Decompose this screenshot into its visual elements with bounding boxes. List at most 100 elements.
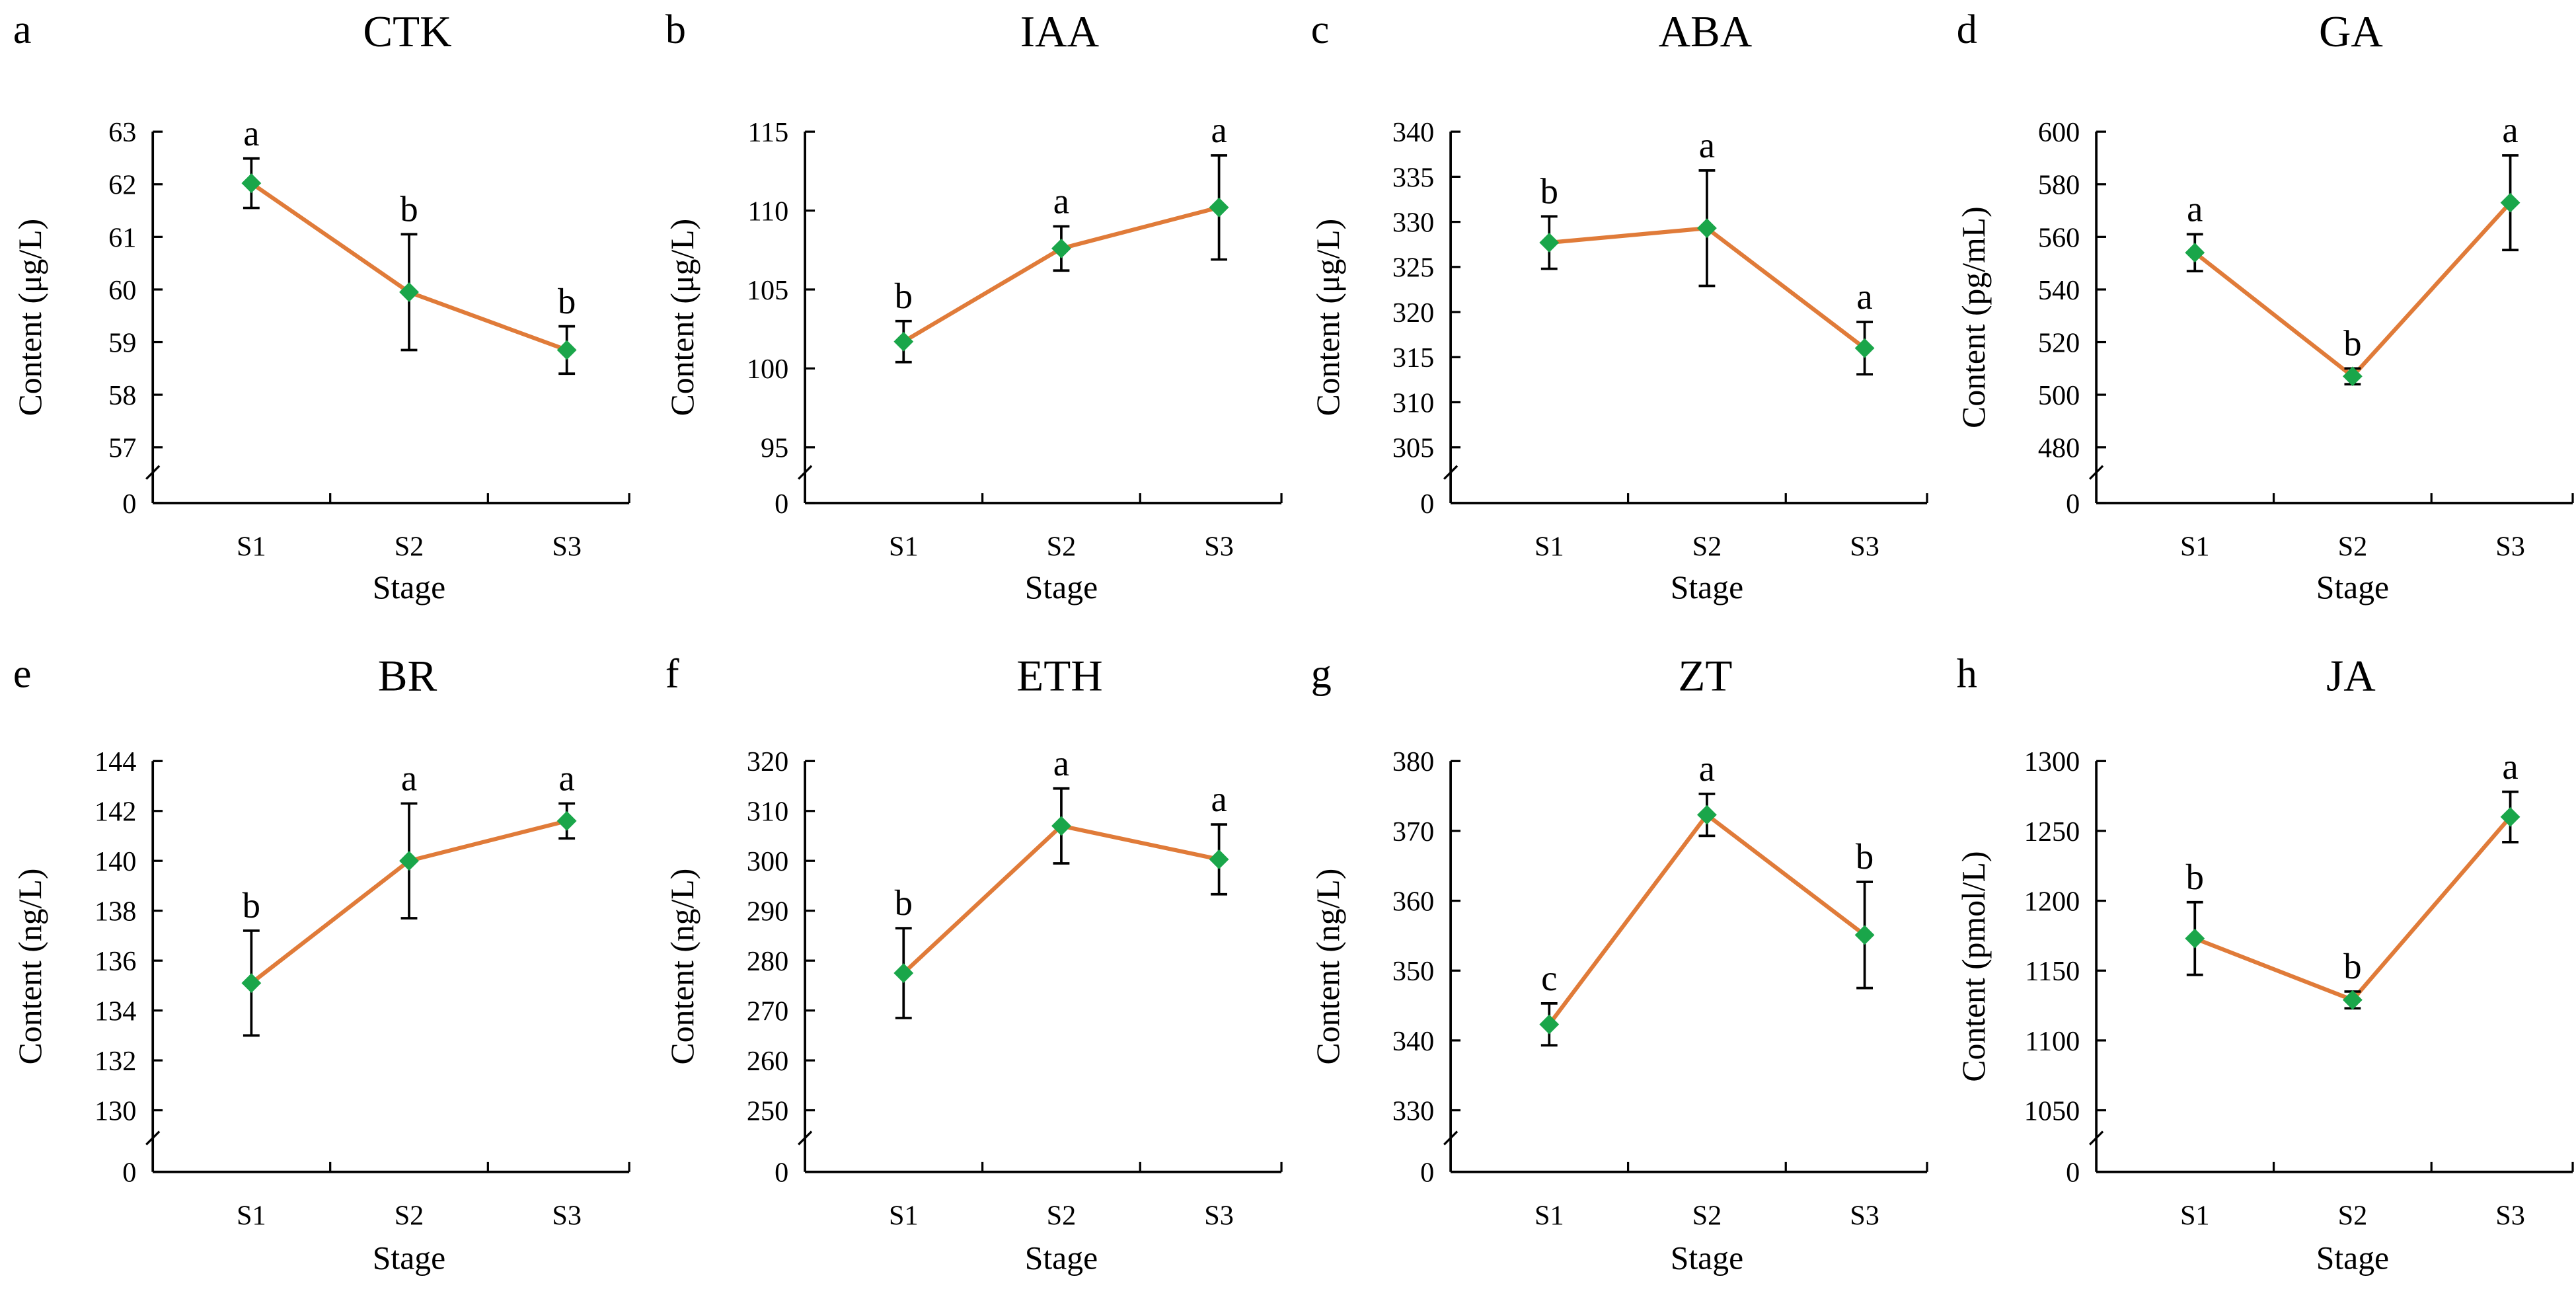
x-tick-label: S3 [1850, 531, 1879, 563]
y-tick-label: 110 [747, 196, 788, 227]
chart-title: BR [378, 650, 437, 700]
x-tick-label: S3 [2495, 531, 2525, 563]
y-axis-label: Content (pmol/L) [1955, 851, 1992, 1081]
panel-h: h JA 0 1050 1100 1150 1200 1250 1300 S1 S2 S3 Stage C… [1955, 650, 2574, 1276]
panel-f: f ETH 0 250 260 270 280 290 300 310 320 S1 S2 S3 Stage… [664, 650, 1283, 1276]
data-point [241, 173, 262, 194]
data-point [1539, 233, 1560, 253]
y-tick-label: 540 [2038, 275, 2080, 306]
panel-letter: a [13, 7, 32, 52]
axis-break-mark [798, 1130, 813, 1146]
significance-label: a [1699, 125, 1715, 165]
y-tick-label: 130 [95, 1095, 136, 1126]
x-tick-label: S3 [1204, 1200, 1234, 1231]
data-point [1539, 1014, 1560, 1035]
axis-break-mark [798, 465, 813, 480]
significance-label: a [1053, 181, 1069, 221]
data-point [2500, 192, 2520, 213]
significance-label: b [2343, 323, 2361, 363]
data-point [1697, 218, 1717, 239]
y-tick-label: 580 [2038, 170, 2080, 201]
y-tick-label: 0 [2066, 489, 2080, 520]
y-tick-label: 142 [95, 797, 136, 828]
significance-label: a [2502, 746, 2518, 787]
data-point [241, 973, 262, 994]
y-tick-label: 330 [1392, 1095, 1434, 1126]
significance-label: b [895, 883, 913, 923]
data-point [1209, 849, 1229, 869]
significance-label: a [1211, 779, 1227, 819]
y-tick-label: 138 [95, 896, 136, 927]
panel-letter: c [1311, 7, 1330, 52]
significance-label: a [559, 758, 575, 799]
significance-label: b [1856, 836, 1874, 877]
y-tick-label: 57 [108, 433, 136, 464]
x-tick-label: S2 [395, 531, 424, 563]
panel-e: e BR 0 130 132 134 136 138 140 142 144 S1 S2 S3 Stage C… [12, 650, 630, 1276]
y-tick-label: 325 [1392, 253, 1434, 284]
significance-label: b [2186, 857, 2204, 897]
data-point [2185, 243, 2205, 263]
y-tick-label: 140 [95, 846, 136, 877]
panel-d: d GA 0 480 500 520 540 560 580 600 S1 S2 S3 Stage Cont… [1955, 7, 2574, 606]
panel-letter: d [1957, 7, 1977, 52]
y-tick-label: 134 [95, 996, 136, 1027]
x-tick-label: S2 [2338, 1200, 2368, 1231]
panel-c: c ABA 0 305 310 315 320 325 330 335 340 S1 S2 S3 Stage… [1310, 7, 1928, 606]
y-tick-label: 100 [747, 354, 788, 385]
data-point [2500, 806, 2520, 827]
significance-label: a [243, 113, 259, 153]
x-tick-label: S1 [1534, 531, 1564, 563]
y-tick-label: 1200 [2024, 886, 2080, 918]
x-axis-label: Stage [2316, 1239, 2389, 1276]
y-tick-label: 0 [1420, 489, 1434, 520]
y-tick-label: 1250 [2024, 816, 2080, 847]
y-tick-label: 1100 [2025, 1026, 2080, 1057]
axis-break-mark [2089, 465, 2104, 480]
data-point [2342, 366, 2363, 387]
axis-break-mark [1443, 465, 1458, 480]
significance-label: b [895, 276, 913, 316]
y-tick-label: 380 [1392, 746, 1434, 777]
significance-label: a [1211, 110, 1227, 150]
axis-break-mark [145, 465, 161, 480]
data-point [399, 282, 419, 302]
y-axis-label: Content (pg/mL) [1955, 206, 1992, 428]
y-tick-label: 136 [95, 946, 136, 977]
y-tick-label: 270 [747, 996, 788, 1027]
y-tick-label: 0 [775, 1158, 788, 1189]
y-tick-label: 1050 [2024, 1095, 2080, 1126]
data-point [2185, 928, 2205, 949]
y-axis-label: Content (μg/L) [664, 219, 701, 416]
chart-title: JA [2326, 650, 2376, 700]
y-axis-label: Content (ng/L) [12, 869, 48, 1065]
data-point [1051, 238, 1071, 258]
significance-label: b [2343, 946, 2361, 986]
x-tick-label: S2 [2338, 531, 2368, 563]
data-point [399, 851, 419, 871]
panel-letter: e [13, 651, 32, 696]
y-tick-label: 520 [2038, 327, 2080, 358]
y-tick-label: 60 [108, 275, 136, 306]
x-tick-label: S2 [1047, 531, 1077, 563]
series-line [1547, 812, 1866, 1026]
y-axis-label: Content (μg/L) [12, 219, 48, 416]
x-tick-label: S2 [1692, 1200, 1722, 1231]
y-tick-label: 330 [1392, 208, 1434, 239]
x-axis-label: Stage [373, 1239, 445, 1276]
y-tick-label: 350 [1392, 956, 1434, 987]
y-tick-label: 320 [1392, 297, 1434, 329]
y-tick-label: 62 [108, 170, 136, 201]
y-tick-label: 0 [122, 489, 136, 520]
x-tick-label: S1 [889, 531, 919, 563]
significance-label: b [558, 281, 576, 321]
y-tick-label: 480 [2038, 433, 2080, 464]
x-tick-label: S2 [1692, 531, 1722, 563]
data-point [893, 331, 914, 352]
y-tick-label: 600 [2038, 117, 2080, 148]
y-tick-label: 63 [108, 117, 136, 148]
y-tick-label: 95 [761, 433, 788, 464]
panel-letter: f [665, 651, 679, 696]
x-tick-label: S1 [237, 1200, 266, 1231]
